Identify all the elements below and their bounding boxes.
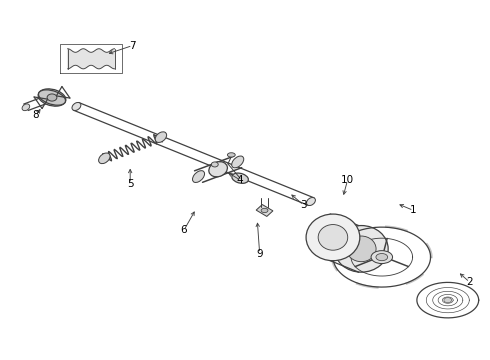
Text: 6: 6: [181, 225, 187, 235]
Ellipse shape: [227, 153, 235, 157]
Text: 2: 2: [466, 277, 473, 287]
Ellipse shape: [376, 253, 388, 261]
Text: 10: 10: [341, 175, 354, 185]
Ellipse shape: [47, 94, 57, 101]
Polygon shape: [68, 49, 115, 69]
Ellipse shape: [209, 162, 227, 177]
Ellipse shape: [261, 208, 268, 213]
Ellipse shape: [193, 171, 204, 183]
Ellipse shape: [38, 89, 66, 106]
Ellipse shape: [334, 226, 388, 272]
Ellipse shape: [444, 298, 452, 303]
Text: 1: 1: [410, 206, 417, 216]
Ellipse shape: [306, 214, 360, 261]
Ellipse shape: [232, 156, 244, 168]
Ellipse shape: [98, 153, 110, 164]
Ellipse shape: [307, 198, 316, 206]
Ellipse shape: [72, 103, 81, 111]
Text: 3: 3: [300, 200, 307, 210]
Ellipse shape: [39, 90, 66, 105]
Text: 9: 9: [256, 248, 263, 258]
Ellipse shape: [232, 173, 248, 183]
Ellipse shape: [318, 225, 348, 250]
Polygon shape: [256, 204, 273, 216]
Ellipse shape: [155, 132, 167, 143]
Ellipse shape: [22, 104, 30, 111]
Text: 8: 8: [32, 111, 39, 121]
Ellipse shape: [211, 162, 218, 167]
Text: 5: 5: [127, 179, 133, 189]
Text: 7: 7: [129, 41, 136, 50]
Ellipse shape: [371, 251, 392, 264]
Ellipse shape: [346, 236, 376, 262]
Text: 4: 4: [237, 175, 244, 185]
